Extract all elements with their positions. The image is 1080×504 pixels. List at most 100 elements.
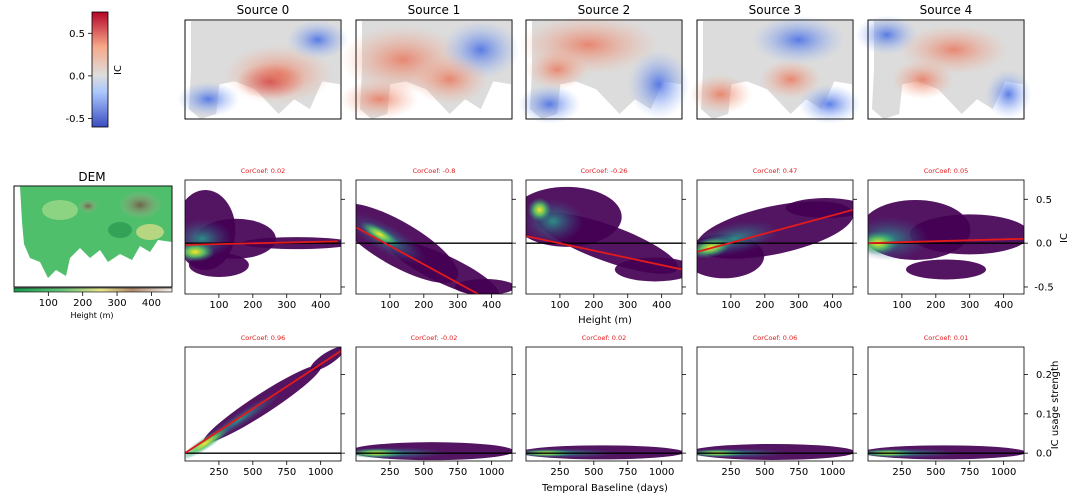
x-tick-label: 400 [311, 300, 330, 311]
x-tick-label: 200 [926, 300, 945, 311]
source-map: Source 4 [855, 3, 1032, 120]
panel-plot-area [356, 203, 512, 294]
scatter-panel: CorCoef: 0.47 100 200 300 400 [696, 167, 857, 311]
dem-panel: DEM 100 200 300 400 Height (m) [13, 170, 173, 320]
map-anomaly [286, 20, 349, 60]
fit-line [697, 208, 853, 253]
map-anomaly [759, 59, 822, 100]
x-tick-label: 750 [618, 467, 637, 478]
panel-frame [867, 179, 1025, 295]
height-xlabel: Height (m) [578, 315, 632, 326]
scatter-panel: CorCoef: 0.02 250 500 750 1000 [525, 334, 686, 478]
x-tick-label: 300 [448, 300, 467, 311]
density-cloud [906, 259, 986, 280]
x-tick-label: 1000 [820, 467, 845, 478]
dem-ticks: 100 200 300 400 [39, 292, 161, 309]
x-tick-label: 250 [209, 467, 228, 478]
panel-frame [696, 179, 854, 295]
panel-plot-area [526, 186, 682, 282]
density-cloud [454, 278, 512, 294]
x-tick-label: 1000 [991, 467, 1016, 478]
panel-plot-area [697, 198, 853, 279]
x-tick-label: 200 [414, 300, 433, 311]
colorbar-ticks: 0.5 0.0 -0.5 [65, 29, 92, 125]
source-map: Source 0 [177, 3, 349, 120]
x-tick-label: 300 [960, 300, 979, 311]
map-border [355, 19, 513, 120]
x-tick-label: 100 [892, 300, 911, 311]
density-cloud [614, 257, 682, 282]
density-peak [360, 221, 400, 247]
x-tick-label: 500 [926, 467, 945, 478]
source-map: Source 3 [689, 3, 861, 124]
panel-plot-area [526, 445, 682, 460]
corcoef-label: CorCoef: 0.01 [924, 334, 969, 342]
source-title: Source 1 [408, 3, 461, 17]
corcoef-label: CorCoef: 0.05 [924, 167, 969, 175]
x-tick-label: 100 [550, 300, 569, 311]
x-tick-label: 750 [277, 467, 296, 478]
density-cloud [785, 198, 853, 219]
source-title: Source 2 [578, 3, 631, 17]
x-tick-label: 400 [652, 300, 671, 311]
map-anomaly [340, 79, 419, 119]
panel-frame [355, 346, 513, 462]
panel-plot-area [356, 442, 512, 461]
x-tick-label: 750 [789, 467, 808, 478]
panel-frame [525, 346, 683, 462]
panel-plot-area [697, 443, 853, 460]
x-tick-label: 500 [584, 467, 603, 478]
density-peak [527, 197, 552, 222]
map-anomaly [985, 69, 1032, 119]
map-border [184, 19, 342, 120]
x-tick-label: 200 [755, 300, 774, 311]
baseline-xlabel: Temporal Baseline (days) [541, 483, 668, 494]
corcoef-label: CorCoef: 0.06 [753, 334, 798, 342]
map-anomaly [410, 54, 489, 105]
dem-colorbar [13, 287, 173, 293]
scatter-panel: CorCoef: -0.26 100 200 300 400 [525, 167, 686, 311]
fit-line [526, 235, 682, 271]
corcoef-label: CorCoef: 0.02 [241, 167, 286, 175]
scatter-panel: CorCoef: -0.02 250 500 750 1000 [355, 334, 516, 478]
corcoef-label: CorCoef: -0.26 [581, 167, 628, 175]
scatter-panel: CorCoef: 0.96 250 500 750 1000 [184, 334, 345, 478]
usage-ylabel: IC usage strength [1050, 361, 1061, 450]
x-tick-label: 200 [243, 300, 262, 311]
panel-frame [696, 346, 854, 462]
x-tick-label: 300 [618, 300, 637, 311]
x-tick-label: 100 [721, 300, 740, 311]
fit-line [868, 237, 1024, 245]
corcoef-label: CorCoef: 0.02 [582, 334, 627, 342]
map-anomaly [891, 59, 954, 100]
panel-frame [525, 179, 683, 295]
fit-line [356, 226, 479, 294]
corcoef-label: CorCoef: -0.8 [413, 167, 456, 175]
x-tick-label: 500 [243, 467, 262, 478]
source-map: Source 1 [340, 3, 520, 120]
density-peak [185, 426, 231, 461]
scatter-panel: CorCoef: 0.01 250 500 750 1000 0.2 0.1 0.0 [867, 334, 1052, 478]
scatter-panel: CorCoef: 0.02 100 200 300 400 [184, 167, 345, 311]
panel-frame [184, 179, 342, 295]
map-anomaly [798, 84, 861, 124]
ic-colorbar: 0.5 0.0 -0.5 IC [65, 11, 124, 128]
x-tick-label: 1000 [479, 467, 504, 478]
x-tick-label: 400 [823, 300, 842, 311]
x-tick-label: 500 [414, 467, 433, 478]
x-tick-label: 750 [960, 467, 979, 478]
y-tick-label: 0.1 [1036, 409, 1052, 420]
scatter-panel: CorCoef: 0.06 250 500 750 1000 [696, 334, 857, 478]
x-tick-label: 200 [584, 300, 603, 311]
x-tick-label: 400 [482, 300, 501, 311]
dem-tick-label: 400 [142, 298, 161, 309]
ic-ylabel: IC [1059, 233, 1070, 243]
map-anomaly [177, 81, 240, 118]
map-anomaly [224, 44, 334, 105]
y-tick-label: 0.0 [1036, 239, 1052, 250]
x-tick-label: 500 [755, 467, 774, 478]
x-tick-label: 100 [380, 300, 399, 311]
scatter-panel: CorCoef: 0.05 100 200 300 400 0.5 0.0 -0.5 [867, 167, 1054, 311]
dem-tick-label: 300 [107, 298, 126, 309]
